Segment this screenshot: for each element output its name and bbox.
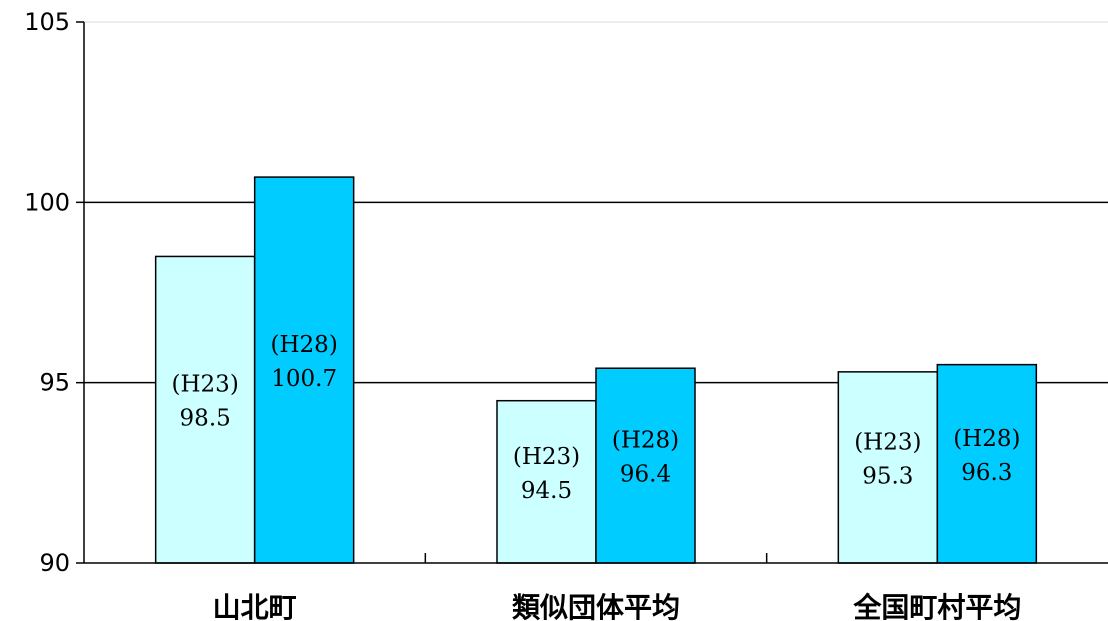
y-tick-label: 90 (39, 549, 70, 577)
data-label: (H28) (612, 428, 679, 454)
data-label: (H28) (271, 332, 338, 358)
category-label: 山北町 (213, 591, 297, 621)
category-label: 全国町村平均 (852, 591, 1021, 621)
bar-h28-1 (595, 367, 696, 564)
category-label: 類似団体平均 (512, 591, 680, 621)
data-label: 96.3 (961, 460, 1012, 486)
data-label: (H23) (172, 372, 239, 398)
axes (76, 21, 1108, 564)
bar-h23-0 (154, 255, 256, 564)
data-label: (H23) (854, 429, 921, 455)
y-tick-label: 105 (24, 8, 70, 36)
labels: 90 95 100 105 (H23) 98.5 (H28) 100.7 山北町 (H23) 94.… (24, 8, 1021, 621)
bar-h28-0 (253, 176, 355, 564)
y-tick-label: 100 (24, 188, 70, 216)
data-label: (H28) (953, 426, 1020, 452)
data-label: 100.7 (271, 366, 337, 392)
data-label: 98.5 (180, 406, 231, 432)
bar-h23-1 (496, 399, 597, 564)
data-label: (H23) (513, 444, 580, 470)
bars (154, 176, 1038, 564)
data-label: 94.5 (521, 478, 572, 504)
data-label: 95.3 (862, 463, 913, 489)
data-label: 96.4 (620, 462, 671, 488)
y-tick-label: 95 (39, 369, 70, 397)
